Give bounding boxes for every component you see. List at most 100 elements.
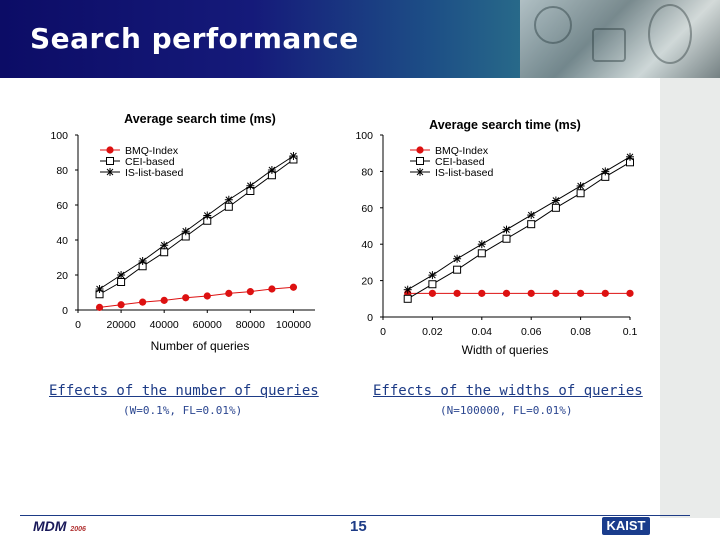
chart-number-of-queries: Average search time (ms) 0 20 40 60 80 100 0 200… [50,112,315,353]
data-point-asterisk [246,181,255,190]
data-point-dot [577,289,585,297]
mdm-logo: MDM 2006 [33,518,86,534]
data-point-dot [246,288,254,296]
data-point-asterisk [267,166,276,174]
data-point-dot [203,292,211,300]
data-point-dot [95,303,104,311]
data-point-dot [626,289,634,297]
data-point-asterisk [502,225,511,234]
data-point-asterisk [453,254,462,263]
header-photo [520,0,720,78]
data-point-asterisk [160,241,169,250]
data-point-square [527,220,536,229]
legend-swatch-marker [106,168,114,176]
chart-width-of-queries: Average search time (ms) 0 20 40 60 80 100 0 0.0… [355,118,638,357]
y-tick-label: 80 [56,165,68,177]
series-line-square [99,159,294,295]
y-tick-label: 100 [355,130,373,142]
x-tick-label: 40000 [150,319,179,331]
data-point-square [502,234,511,243]
mdm-logo-text: MDM [33,518,67,534]
x-tick-label: 0.1 [623,326,638,338]
data-point-dot [160,296,168,304]
x-tick-label: 60000 [193,319,222,331]
data-point-dot [502,289,511,297]
chart-title: Average search time (ms) [124,112,276,126]
legend-label: BMQ-Index [435,145,489,157]
data-point-square [428,280,437,289]
footer-divider [20,515,690,516]
data-point-dot [478,289,486,297]
data-point-square [403,294,412,303]
caption-widths-of-queries: Effects of the widths of queries [373,383,643,399]
x-tick-label: 0.04 [472,326,493,338]
data-point-dot [428,289,436,297]
page-number: 15 [350,518,367,535]
legend-label: CEI-based [125,156,175,168]
series-line-asterisk [99,155,294,290]
legend-swatch-marker [416,168,424,176]
x-axis-label: Number of queries [151,339,250,353]
data-point-dot [527,289,535,297]
x-tick-label: 0 [75,319,81,331]
data-point-dot [552,289,560,297]
legend-label: BMQ-Index [125,145,179,157]
data-point-square [117,278,126,286]
series-line-dot [99,286,294,308]
legend-label: IS-list-based [435,167,494,179]
data-point-asterisk [576,181,585,190]
data-point-asterisk [477,240,486,249]
x-tick-label: 100000 [276,319,311,331]
data-point-dot [289,283,298,291]
data-point-asterisk [601,167,610,176]
series-line-square [407,161,631,300]
caption-number-of-queries: Effects of the number of queries [49,383,319,399]
data-point-square [551,203,560,212]
data-point-dot [268,285,276,293]
x-tick-label: 0.02 [422,326,443,338]
data-point-asterisk [117,271,126,279]
data-point-asterisk [138,257,147,265]
y-tick-label: 60 [361,203,373,215]
y-tick-label: 40 [361,239,373,251]
caption-params-width: (N=100000, FL=0.01%) [440,404,573,417]
data-point-square [576,189,585,198]
mdm-logo-year: 2006 [70,526,86,533]
data-point-square [477,249,486,258]
x-tick-label: 20000 [106,319,135,331]
y-tick-label: 20 [361,276,373,288]
y-tick-label: 0 [367,312,373,324]
data-point-dot [117,301,125,309]
x-tick-label: 0.06 [521,326,542,338]
data-point-asterisk [551,196,560,205]
data-point-square [160,248,169,257]
data-point-dot [225,289,233,297]
legend-swatch-marker [416,157,424,165]
right-sidebar [660,78,720,518]
data-point-asterisk [626,152,634,161]
y-tick-label: 40 [56,235,68,247]
legend-swatch-marker [106,146,114,154]
y-tick-label: 60 [56,200,68,212]
x-tick-label: 0 [380,326,386,338]
x-tick-label: 80000 [236,319,265,331]
chart-title: Average search time (ms) [429,118,581,132]
legend-label: IS-list-based [125,167,184,179]
data-point-asterisk [289,152,298,160]
y-tick-label: 100 [50,130,68,142]
x-axis-label: Width of queries [462,343,549,357]
data-point-asterisk [428,271,437,280]
data-point-asterisk [403,285,412,294]
data-point-asterisk [224,195,233,204]
data-point-dot [601,289,609,297]
data-point-asterisk [203,211,212,220]
legend-swatch-marker [416,146,424,154]
data-point-dot [182,294,190,302]
data-point-dot [453,289,461,297]
y-tick-label: 0 [62,305,68,317]
y-tick-label: 80 [361,166,373,178]
series-line-asterisk [407,156,631,291]
data-point-asterisk [95,285,104,293]
data-point-square [453,265,462,274]
legend-swatch-marker [106,157,114,165]
